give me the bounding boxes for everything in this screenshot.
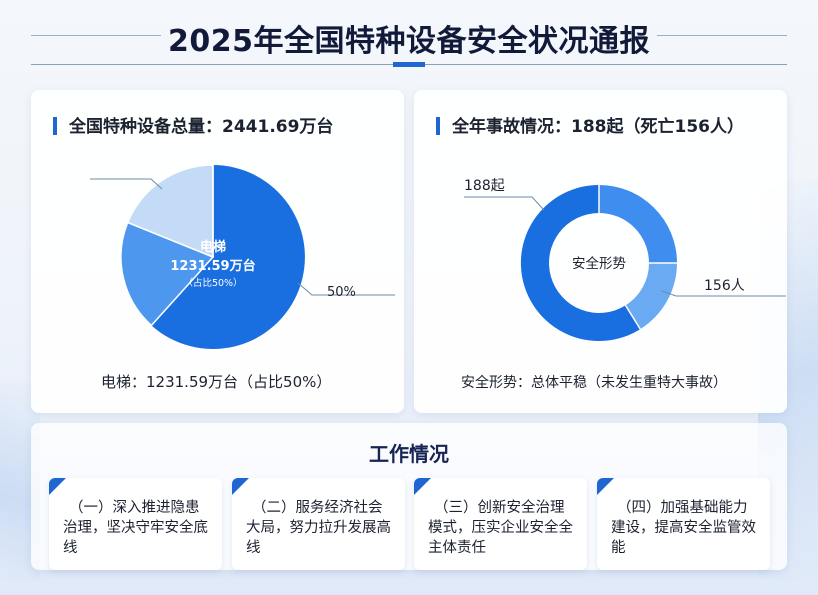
equipment-total-card: 全国特种设备总量：2441.69万台 电梯 1231.59万台 （占比50%） …	[31, 90, 404, 413]
donut-segment-deaths[interactable]	[625, 263, 678, 330]
work-item-4: （四）加强基础能力建设，提高安全监管效能	[597, 478, 770, 570]
pie-label-elevator-name: 电梯	[200, 239, 226, 255]
equipment-pie-chart: 电梯 1231.59万台 （占比50%） 50%	[90, 164, 395, 349]
corner-accent-icon	[49, 478, 66, 495]
accident-card: 全年事故情况：188起（死亡156人） 188起 156人 安全形势 安全形势：…	[414, 90, 787, 413]
equipment-caption: 电梯：1231.59万台（占比50%）	[101, 373, 332, 391]
accident-caption: 安全形势：总体平稳（未发生重特大事故）	[461, 375, 727, 391]
donut-center-label: 安全形势	[572, 255, 626, 272]
title-divider-left	[31, 35, 161, 36]
donut-callout-accidents: 188起	[464, 178, 505, 194]
title-accent-bar	[436, 117, 440, 135]
header-accent-bar	[393, 62, 425, 67]
donut-segment-accidents[interactable]	[520, 184, 641, 341]
work-item-label: （三）创新安全治理模式，压实企业安全全主体责任	[428, 500, 573, 556]
header: 2025年全国特种设备安全状况通报	[0, 0, 818, 75]
accident-card-title: 全年事故情况：188起（死亡156人）	[436, 112, 744, 137]
work-item-2: （二）服务经济社会大局，努力拉升发展高线	[232, 478, 405, 570]
page-title: 2025年全国特种设备安全状况通报	[168, 24, 650, 59]
donut-callout-deaths: 156人	[704, 278, 745, 294]
donut-leader-line-deaths	[661, 290, 786, 297]
donut-leader-line-accidents	[464, 196, 545, 211]
work-item-3: （三）创新安全治理模式，压实企业安全全主体责任	[414, 478, 587, 570]
work-section-title: 工作情况	[369, 442, 449, 466]
pie-label-elevator-share: （占比50%）	[183, 277, 242, 289]
equipment-card-title: 全国特种设备总量：2441.69万台	[53, 112, 333, 137]
title-divider-right	[657, 35, 787, 36]
work-item-label: （四）加强基础能力建设，提高安全监管效能	[611, 500, 756, 556]
pie-callout-percent: 50%	[327, 285, 356, 300]
corner-accent-icon	[232, 478, 249, 495]
work-section: 工作情况 （一）深入推进隐患治理，坚决守牢安全底线 （二）服务经济社会大局，努力…	[31, 423, 787, 570]
work-item-label: （一）深入推进隐患治理，坚决守牢安全底线	[63, 500, 208, 556]
pie-label-elevator-value: 1231.59万台	[170, 258, 255, 274]
accident-donut-chart: 188起 156人 安全形势	[464, 178, 786, 341]
pie-slice-light[interactable]	[126, 164, 214, 259]
pie-leader-line-light	[90, 178, 163, 190]
work-item-label: （二）服务经济社会大局，努力拉升发展高线	[246, 500, 391, 556]
corner-accent-icon	[414, 478, 431, 495]
donut-segment-mid[interactable]	[599, 185, 677, 263]
work-item-1: （一）深入推进隐患治理，坚决守牢安全底线	[49, 478, 222, 570]
pie-slice-elevator[interactable]	[151, 165, 305, 349]
corner-accent-icon	[597, 478, 614, 495]
pie-leader-line-elevator	[297, 282, 395, 296]
title-accent-bar	[53, 117, 57, 135]
